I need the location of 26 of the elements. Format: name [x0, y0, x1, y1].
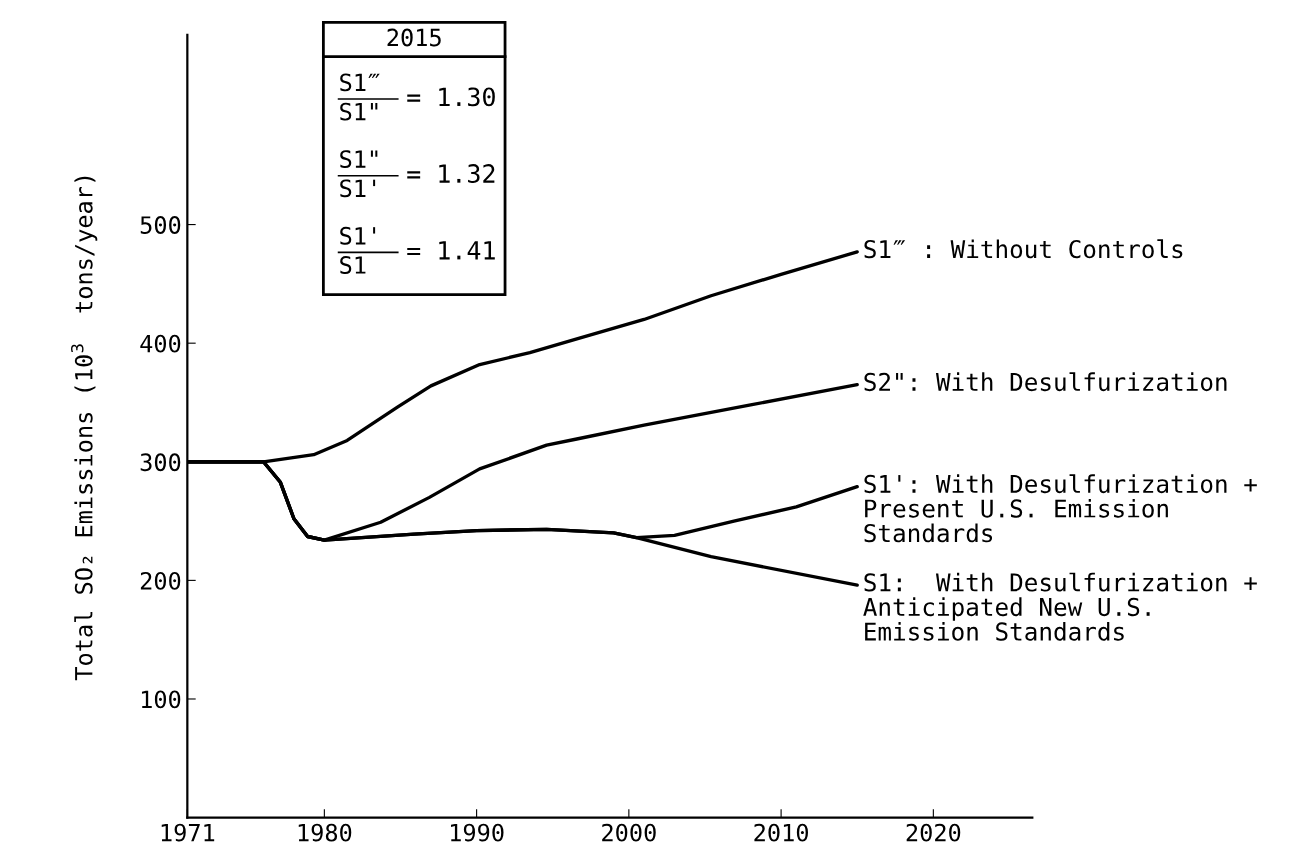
x-tick-label: 1980 — [298, 823, 352, 842]
x-tick-label: 2010 — [754, 823, 808, 842]
y-tick-label: 100 — [141, 690, 181, 709]
x-tick-label: 2000 — [602, 823, 656, 842]
y-tick-label: 400 — [140, 334, 181, 353]
series-label: S1: With Desulfurization + Anticipated New U.S. Emission Standards — [863, 572, 1257, 641]
x-tick-label: 1971 — [161, 823, 215, 842]
y-tick-label: 500 — [140, 216, 181, 234]
series-label: S2": With Desulfurization — [864, 372, 1227, 392]
y-tick-label: 300 — [140, 453, 181, 472]
annotation: S1' — [340, 179, 376, 198]
annotation: = 1.30 — [407, 87, 495, 107]
text: Total SO₂ Emissions (10$^{3}$ tons/year) — [71, 176, 98, 681]
series-label: S1‴ : Without Controls — [864, 239, 1183, 259]
annotation: S1‴ — [340, 73, 380, 92]
annotation: S1" — [340, 102, 378, 121]
y-tick-label: 200 — [140, 571, 181, 590]
annotation: S1" — [340, 150, 378, 168]
annotation: 2015 — [387, 28, 441, 47]
annotation: S1' — [340, 226, 376, 245]
annotation: S1 — [340, 256, 366, 274]
x-tick-label: 2020 — [906, 823, 961, 842]
annotation: = 1.32 — [407, 164, 495, 184]
x-tick-label: 1990 — [451, 823, 504, 842]
annotation: = 1.41 — [407, 241, 495, 260]
series-label: S1': With Desulfurization + Present U.S. Emission Standards — [864, 474, 1257, 543]
